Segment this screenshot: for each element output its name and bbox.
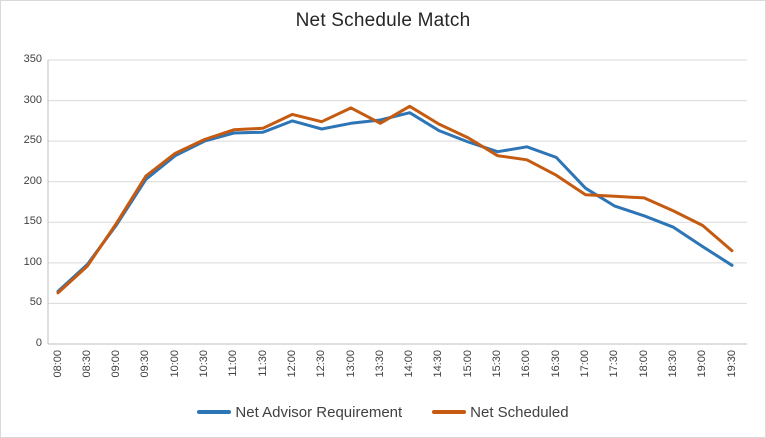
series-line-net-scheduled xyxy=(56,104,734,295)
x-axis-tick-label: 16:30 xyxy=(549,350,562,378)
legend-item-net-advisor-requirement: Net Advisor Requirement xyxy=(197,404,402,421)
x-axis-tick-label: 08:00 xyxy=(51,350,64,378)
y-axis-tick-label: 200 xyxy=(23,174,42,187)
x-axis-tick-label: 10:00 xyxy=(168,350,181,378)
x-axis-tick-label: 13:30 xyxy=(373,350,386,378)
x-axis-tick-label: 19:30 xyxy=(725,350,738,378)
x-axis-tick-label: 14:30 xyxy=(432,350,445,378)
y-axis-tick-label: 100 xyxy=(23,255,42,268)
x-axis-tick-label: 18:30 xyxy=(666,350,679,378)
y-axis-tick-label: 250 xyxy=(23,134,42,147)
x-axis-tick-label: 15:30 xyxy=(491,350,504,378)
x-axis-tick-label: 14:00 xyxy=(403,350,416,378)
x-axis-tick-label: 17:30 xyxy=(608,350,621,378)
x-axis-tick-label: 19:00 xyxy=(696,350,709,378)
x-axis-tick-label: 12:00 xyxy=(285,350,298,378)
legend-line-swatch xyxy=(197,410,232,414)
x-axis-tick-label: 11:30 xyxy=(256,350,269,377)
chart-title: Net Schedule Match xyxy=(295,10,471,31)
y-axis-tick-label: 300 xyxy=(23,93,42,106)
y-axis-tick-label: 50 xyxy=(29,296,42,309)
x-axis-tick-label: 18:00 xyxy=(637,350,650,378)
x-axis-tick-label: 10:30 xyxy=(198,350,211,378)
x-axis-tick-label: 08:30 xyxy=(80,350,93,378)
legend-label: Net Scheduled xyxy=(470,403,569,421)
x-axis-tick-label: 13:00 xyxy=(344,350,357,378)
legend: Net Advisor Requirement Net Scheduled xyxy=(1,399,765,425)
y-axis-tick-label: 350 xyxy=(23,53,42,65)
series-line-net-advisor-requirement xyxy=(56,111,734,293)
legend-line-swatch xyxy=(432,410,467,414)
x-axis-tick-label: 11:00 xyxy=(227,350,240,377)
y-axis-tick-label: 150 xyxy=(23,215,42,228)
legend-label: Net Advisor Requirement xyxy=(235,403,403,421)
x-axis-tick-label: 16:00 xyxy=(520,350,533,378)
x-axis-tick-label: 15:00 xyxy=(461,350,474,378)
x-axis-tick-label: 09:30 xyxy=(139,350,152,378)
legend-item-net-scheduled: Net Scheduled xyxy=(432,403,569,421)
x-axis-tick-label: 17:00 xyxy=(578,350,591,378)
x-axis-tick-label: 09:00 xyxy=(110,350,123,378)
x-axis-tick-label: 12:30 xyxy=(315,350,328,378)
y-axis-tick-label: 0 xyxy=(35,337,42,349)
